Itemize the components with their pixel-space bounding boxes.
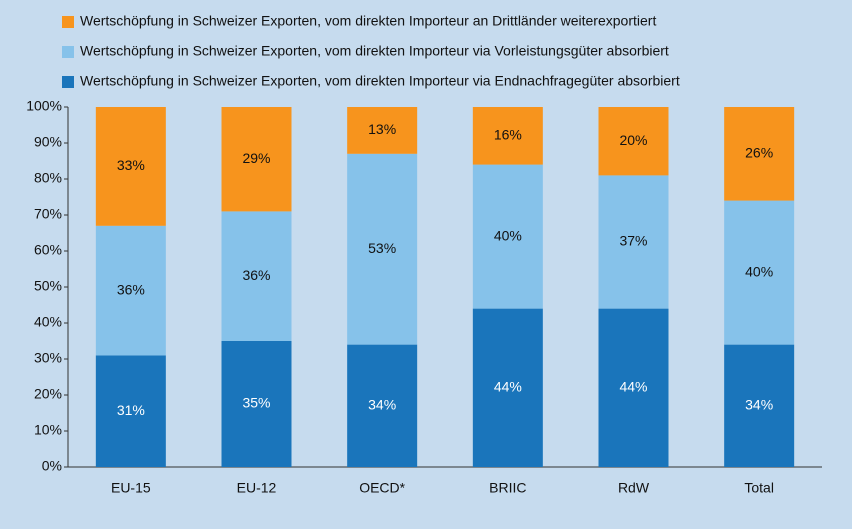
data-label: 34% [368, 397, 396, 413]
y-tick-label: 0% [42, 458, 62, 474]
legend-swatch [62, 76, 74, 88]
data-label: 20% [619, 132, 647, 148]
data-label: 36% [117, 281, 145, 297]
bar-segment [598, 175, 669, 309]
bar-segment [221, 341, 292, 467]
bar-segment [95, 107, 166, 226]
x-tick-label: Total [744, 480, 774, 496]
bar-segment [598, 308, 669, 467]
data-label: 40% [494, 227, 522, 243]
x-tick-label: BRIIC [489, 480, 526, 496]
x-tick-label: RdW [618, 480, 650, 496]
data-label: 37% [619, 233, 647, 249]
data-label: 34% [745, 397, 773, 413]
bar-segment [221, 211, 292, 341]
data-label: 44% [619, 379, 647, 395]
legend-swatch [62, 16, 74, 28]
x-tick-label: EU-12 [237, 480, 277, 496]
bar-segment [95, 355, 166, 467]
bar-segment [598, 107, 669, 176]
data-label: 29% [242, 150, 270, 166]
data-label: 44% [494, 379, 522, 395]
data-label: 26% [745, 145, 773, 161]
legend-swatch [62, 46, 74, 58]
y-tick-label: 20% [34, 386, 62, 402]
data-label: 36% [242, 267, 270, 283]
bar-segment [347, 344, 418, 467]
y-tick-label: 30% [34, 350, 62, 366]
y-tick-label: 80% [34, 170, 62, 186]
x-tick-label: OECD* [359, 480, 405, 496]
legend-label: Wertschöpfung in Schweizer Exporten, vom… [80, 43, 669, 59]
data-label: 35% [242, 395, 270, 411]
data-label: 40% [745, 263, 773, 279]
legend-label: Wertschöpfung in Schweizer Exporten, vom… [80, 73, 680, 89]
bar-segment [221, 107, 292, 212]
data-label: 13% [368, 121, 396, 137]
data-label: 16% [494, 127, 522, 143]
y-tick-label: 40% [34, 314, 62, 330]
legend-label: Wertschöpfung in Schweizer Exporten, vom… [80, 13, 656, 29]
data-label: 33% [117, 157, 145, 173]
y-tick-label: 70% [34, 206, 62, 222]
y-tick-label: 10% [34, 422, 62, 438]
bar-segment [724, 200, 795, 345]
y-tick-label: 100% [26, 98, 62, 114]
bar-segment [724, 344, 795, 467]
y-tick-label: 90% [34, 134, 62, 150]
data-label: 31% [117, 402, 145, 418]
bar-segment [95, 225, 166, 356]
bar-segment [724, 107, 795, 201]
bar-segment [472, 107, 543, 165]
bar-segment [472, 308, 543, 467]
bar-segment [347, 153, 418, 345]
bar-segment [347, 107, 418, 154]
x-tick-label: EU-15 [111, 480, 151, 496]
bar-segment [472, 164, 543, 309]
y-tick-label: 60% [34, 242, 62, 258]
data-label: 53% [368, 240, 396, 256]
y-tick-label: 50% [34, 278, 62, 294]
